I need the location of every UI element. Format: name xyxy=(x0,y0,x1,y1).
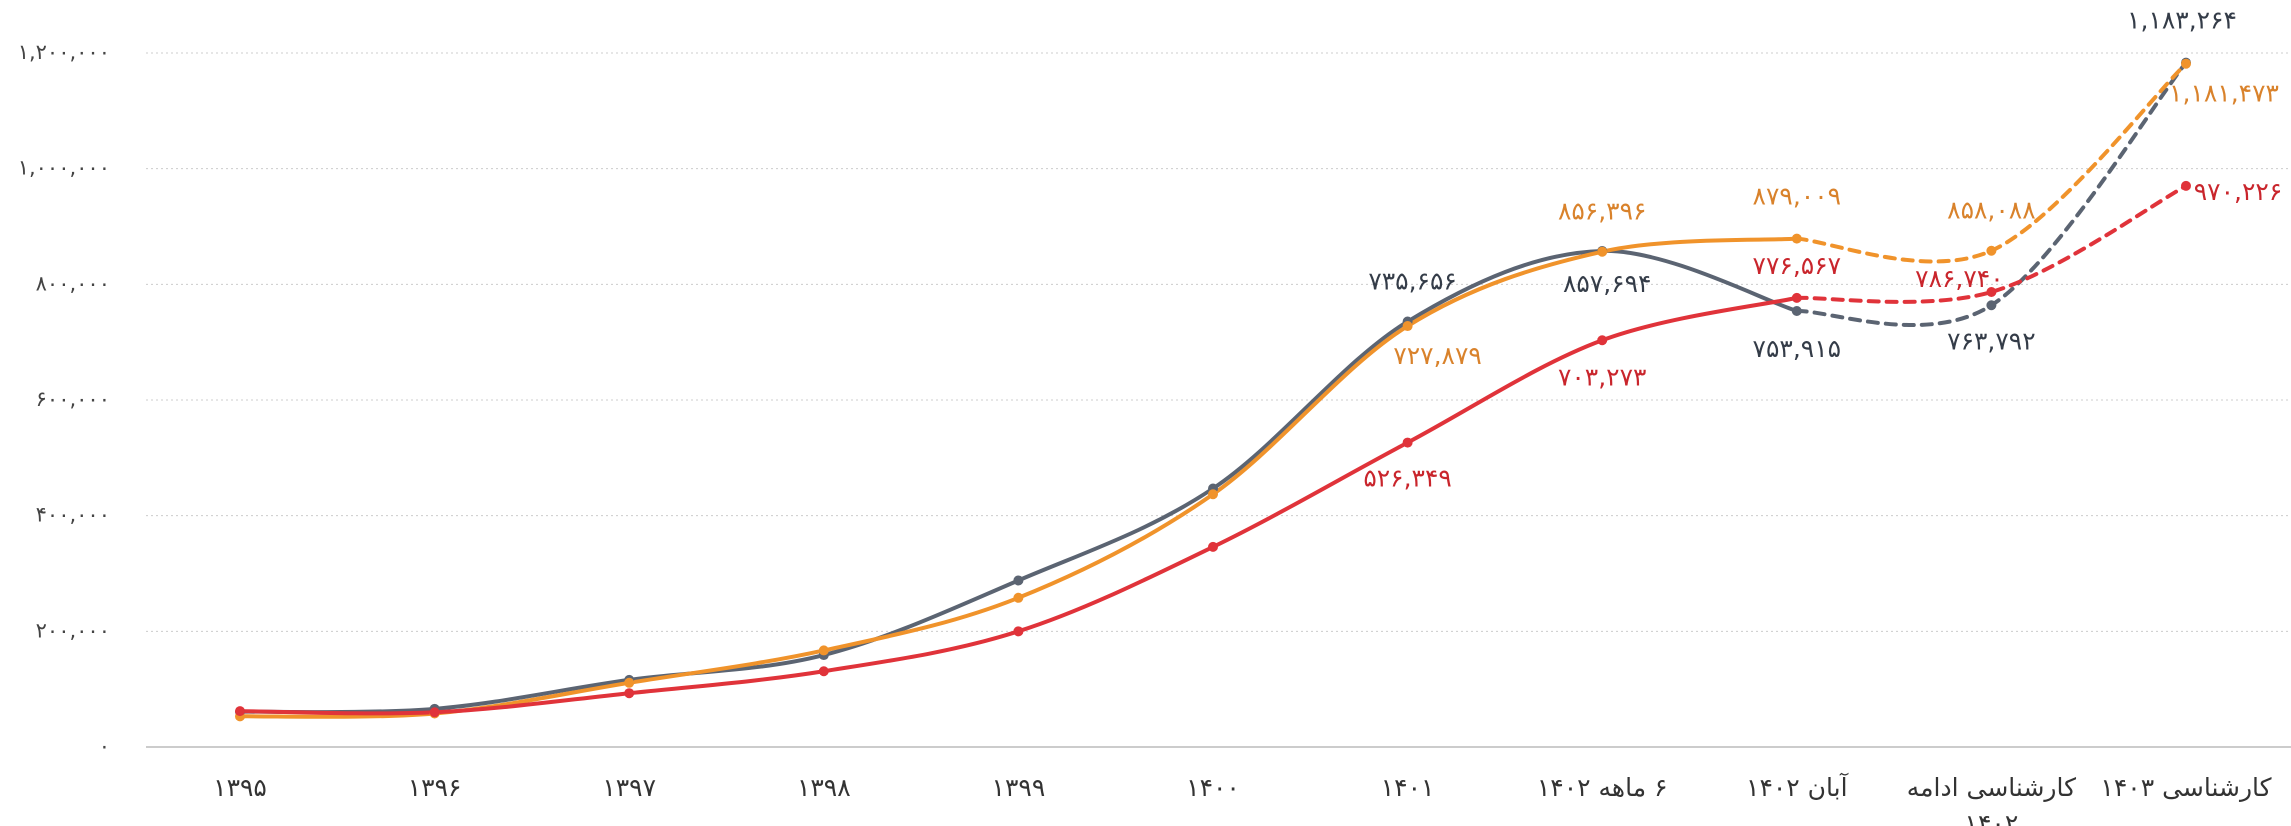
x-tick-label: کارشناسی ادامه ۱۴۰۲ xyxy=(1906,773,2077,826)
series-line xyxy=(238,248,1799,715)
series-line-dashed xyxy=(1794,61,2188,264)
data-label: ۷۵۳,۹۱۵ xyxy=(1753,334,1842,363)
data-point xyxy=(1986,300,1997,311)
x-tick-label: ۱۳۹۸ xyxy=(796,773,851,802)
series-line xyxy=(238,236,1799,719)
y-tick-label: ۸۰۰,۰۰۰ xyxy=(36,271,110,295)
data-label: ۱,۱۸۱,۴۷۳ xyxy=(2169,79,2279,108)
x-tick-label: کارشناسی ۱۴۰۳ xyxy=(2100,773,2272,802)
x-tick-label: آبان ۱۴۰۲ xyxy=(1746,773,1848,802)
y-tick-label: ۴۰۰,۰۰۰ xyxy=(36,503,110,527)
x-tick-label: ۱۴۰۱ xyxy=(1380,773,1435,802)
data-point xyxy=(1013,575,1024,586)
data-point xyxy=(818,666,829,677)
data-label: ۸۵۷,۶۹۴ xyxy=(1563,269,1652,298)
data-point xyxy=(429,707,440,718)
x-tick-label: ۶ ماهه ۱۴۰۲ xyxy=(1536,773,1668,802)
x-tick-label-box: ۱۳۹۶ xyxy=(407,773,462,802)
x-tick-label-box: کارشناسی ادامه ۱۴۰۲ xyxy=(1906,773,2077,826)
data-point xyxy=(1791,305,1802,316)
data-label: ۸۵۶,۳۹۶ xyxy=(1558,197,1647,226)
data-point xyxy=(1402,437,1413,448)
x-tick-label-box: ۱۴۰۰ xyxy=(1186,773,1240,802)
data-label: ۹۷۰,۲۲۶ xyxy=(2194,177,2283,206)
data-label: ۷۰۳,۲۷۳ xyxy=(1558,362,1647,391)
data-label: ۷۳۵,۶۵۶ xyxy=(1368,267,1457,296)
data-point xyxy=(2181,180,2191,191)
y-tick-label: ۱,۲۰۰,۰۰۰ xyxy=(18,40,110,64)
series-line-dashed xyxy=(1794,60,2188,327)
data-point xyxy=(1597,335,1608,346)
data-point xyxy=(1013,626,1024,637)
series-line-dashed xyxy=(1794,183,2188,304)
data-point xyxy=(2181,58,2191,69)
x-tick-label-box: ۱۳۹۷ xyxy=(602,773,657,802)
data-point xyxy=(235,706,245,717)
data-point xyxy=(1013,592,1024,603)
y-tick-label: ۲۰۰,۰۰۰ xyxy=(36,618,110,642)
data-label: ۱,۱۸۳,۲۶۴ xyxy=(2127,6,2237,35)
data-point xyxy=(1208,489,1218,500)
data-label: ۷۸۶,۷۴۰ xyxy=(1915,264,2004,293)
data-point xyxy=(624,688,635,699)
x-tick-label: ۱۴۰۰ xyxy=(1186,773,1240,802)
data-point xyxy=(1208,541,1218,552)
x-tick-label-box: ۱۴۰۱ xyxy=(1380,773,1435,802)
data-point xyxy=(1986,287,1997,298)
x-tick-label-box: ۱۳۹۸ xyxy=(796,773,851,802)
data-point xyxy=(1402,321,1413,332)
x-tick-label: ۱۳۹۵ xyxy=(213,773,267,802)
x-tick-label-box: آبان ۱۴۰۲ xyxy=(1746,773,1848,802)
series-line xyxy=(238,295,1799,716)
data-label: ۷۲۷,۸۷۹ xyxy=(1393,341,1482,370)
data-point xyxy=(818,645,829,656)
x-tick-label: ۱۳۹۷ xyxy=(602,773,657,802)
x-tick-label-box: ۱۳۹۹ xyxy=(991,773,1046,802)
x-tick-label-box: ۱۳۹۵ xyxy=(213,773,267,802)
y-tick-label: ۶۰۰,۰۰۰ xyxy=(36,387,110,411)
x-tick-label-box: ۶ ماهه ۱۴۰۲ xyxy=(1536,773,1668,802)
x-tick-label: ۱۳۹۹ xyxy=(991,773,1046,802)
data-point xyxy=(1597,246,1608,257)
data-label: ۸۷۹,۰۰۹ xyxy=(1753,182,1842,211)
data-label: ۷۷۶,۵۶۷ xyxy=(1753,251,1842,280)
data-point xyxy=(624,677,635,688)
data-point xyxy=(1791,292,1802,303)
y-tick-label: ۱,۰۰۰,۰۰۰ xyxy=(18,156,110,180)
data-label: ۵۲۶,۳۴۹ xyxy=(1363,464,1452,493)
x-tick-label-box: کارشناسی ۱۴۰۳ xyxy=(2100,773,2272,802)
x-tick-label: ۱۳۹۶ xyxy=(407,773,462,802)
data-point xyxy=(1791,233,1802,244)
y-tick-label: ۰ xyxy=(99,734,110,758)
data-label: ۷۶۳,۷۹۲ xyxy=(1947,326,2036,355)
data-point xyxy=(1986,245,1997,256)
data-label: ۸۵۸,۰۸۸ xyxy=(1947,196,2036,225)
